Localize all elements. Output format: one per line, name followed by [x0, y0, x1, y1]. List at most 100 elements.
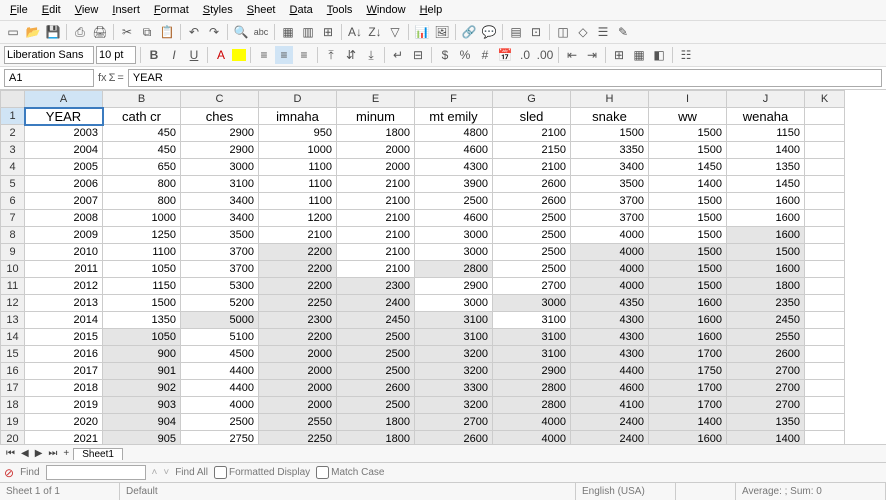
cell[interactable]: 4800	[415, 125, 493, 142]
row-header-16[interactable]: 16	[1, 363, 25, 380]
cell[interactable]: 2018	[25, 380, 103, 397]
cell[interactable]: 2250	[259, 431, 337, 445]
paste-icon[interactable]: 📋	[158, 23, 176, 41]
row-header-1[interactable]: 1	[1, 108, 25, 125]
sheet-area[interactable]: ABCDEFGHIJK 1YEARcath crchesimnahaminumm…	[0, 90, 886, 444]
find-icon[interactable]: 🔍	[232, 23, 250, 41]
cell[interactable]	[805, 278, 845, 295]
cell[interactable]: 1100	[259, 193, 337, 210]
cell[interactable]: 3000	[415, 244, 493, 261]
form-icon[interactable]: ☰	[594, 23, 612, 41]
valign-bot-icon[interactable]: ⤓	[362, 46, 380, 64]
cell[interactable]: 4600	[415, 210, 493, 227]
border-style-icon[interactable]: ▦	[630, 46, 648, 64]
cell[interactable]: 2450	[727, 312, 805, 329]
cell[interactable]: 2600	[337, 380, 415, 397]
cell[interactable]: 2700	[727, 397, 805, 414]
cell[interactable]: wenaha	[727, 108, 805, 125]
cell[interactable]: 4300	[571, 312, 649, 329]
align-center-icon[interactable]: ≡	[275, 46, 293, 64]
cell[interactable]: 2016	[25, 346, 103, 363]
cell[interactable]: 2250	[259, 295, 337, 312]
cell[interactable]: 2007	[25, 193, 103, 210]
cell[interactable]: imnaha	[259, 108, 337, 125]
cell[interactable]: 3300	[415, 380, 493, 397]
cell[interactable]: 4000	[571, 261, 649, 278]
freeze-icon[interactable]: ⊡	[527, 23, 545, 41]
cell[interactable]: 1600	[727, 210, 805, 227]
cell[interactable]: 2700	[493, 278, 571, 295]
pdf-icon[interactable]: ⎙	[71, 23, 89, 41]
cell[interactable]: 3100	[493, 312, 571, 329]
undo-icon[interactable]: ↶	[185, 23, 203, 41]
cell[interactable]	[805, 210, 845, 227]
row-header-5[interactable]: 5	[1, 176, 25, 193]
cell[interactable]: 2500	[337, 329, 415, 346]
cell[interactable]	[805, 176, 845, 193]
cell[interactable]: 4000	[571, 278, 649, 295]
cell[interactable]: 1600	[649, 312, 727, 329]
cell[interactable]	[805, 414, 845, 431]
cell[interactable]: 3500	[181, 227, 259, 244]
menu-format[interactable]: Format	[148, 2, 195, 18]
row-header-2[interactable]: 2	[1, 125, 25, 142]
cell[interactable]: 1400	[727, 142, 805, 159]
cell[interactable]: 1100	[103, 244, 181, 261]
border-color-icon[interactable]: ◧	[650, 46, 668, 64]
cell[interactable]: 2600	[727, 346, 805, 363]
col-header-G[interactable]: G	[493, 91, 571, 108]
cell[interactable]: 2900	[181, 125, 259, 142]
formatted-checkbox[interactable]: Formatted Display	[214, 466, 310, 479]
cell[interactable]: 3200	[415, 363, 493, 380]
cell[interactable]: 1050	[103, 261, 181, 278]
cell[interactable]: 1600	[727, 261, 805, 278]
cell[interactable]: 2012	[25, 278, 103, 295]
cell[interactable]: 1500	[649, 244, 727, 261]
cell[interactable]: 2600	[493, 193, 571, 210]
menu-file[interactable]: File	[4, 2, 34, 18]
cell[interactable]: mt emily	[415, 108, 493, 125]
cell[interactable]: 1350	[727, 159, 805, 176]
cell[interactable]	[805, 312, 845, 329]
save-icon[interactable]: 💾	[44, 23, 62, 41]
cell[interactable]: 1150	[103, 278, 181, 295]
align-left-icon[interactable]: ≡	[255, 46, 273, 64]
dec-add-icon[interactable]: .0	[516, 46, 534, 64]
cell[interactable]: 5000	[181, 312, 259, 329]
row-header-8[interactable]: 8	[1, 227, 25, 244]
cell[interactable]	[805, 193, 845, 210]
cell[interactable]: 2550	[727, 329, 805, 346]
cell[interactable]: 2013	[25, 295, 103, 312]
cell[interactable]: 1500	[649, 193, 727, 210]
cell[interactable]: 1600	[649, 431, 727, 445]
highlight-icon[interactable]	[232, 49, 246, 61]
cell[interactable]: ww	[649, 108, 727, 125]
cell[interactable]: 2700	[727, 380, 805, 397]
cell[interactable]: 1600	[649, 295, 727, 312]
cell[interactable]	[805, 261, 845, 278]
row-header-10[interactable]: 10	[1, 261, 25, 278]
cell[interactable]: 2700	[727, 363, 805, 380]
cell[interactable]: 5200	[181, 295, 259, 312]
cell[interactable]: 2011	[25, 261, 103, 278]
cell[interactable]: 2200	[259, 244, 337, 261]
percent-icon[interactable]: %	[456, 46, 474, 64]
row-header-7[interactable]: 7	[1, 210, 25, 227]
cell[interactable]: 2900	[415, 278, 493, 295]
find-close-icon[interactable]: ⊘	[4, 466, 14, 480]
cell[interactable]: 650	[103, 159, 181, 176]
row-header-19[interactable]: 19	[1, 414, 25, 431]
wrap-icon[interactable]: ↵	[389, 46, 407, 64]
cell[interactable]: 1400	[649, 176, 727, 193]
cell[interactable]: 1350	[727, 414, 805, 431]
cell[interactable]: 3700	[571, 193, 649, 210]
cell[interactable]: 3400	[181, 193, 259, 210]
cell[interactable]: 4000	[571, 244, 649, 261]
cell[interactable]: 1750	[649, 363, 727, 380]
cell[interactable]: 1500	[727, 244, 805, 261]
cell[interactable]: 3100	[493, 329, 571, 346]
row-header-4[interactable]: 4	[1, 159, 25, 176]
equals-icon[interactable]: =	[117, 72, 123, 84]
filter-icon[interactable]: ▽	[386, 23, 404, 41]
tab-prev-icon[interactable]: ◀	[19, 448, 31, 459]
